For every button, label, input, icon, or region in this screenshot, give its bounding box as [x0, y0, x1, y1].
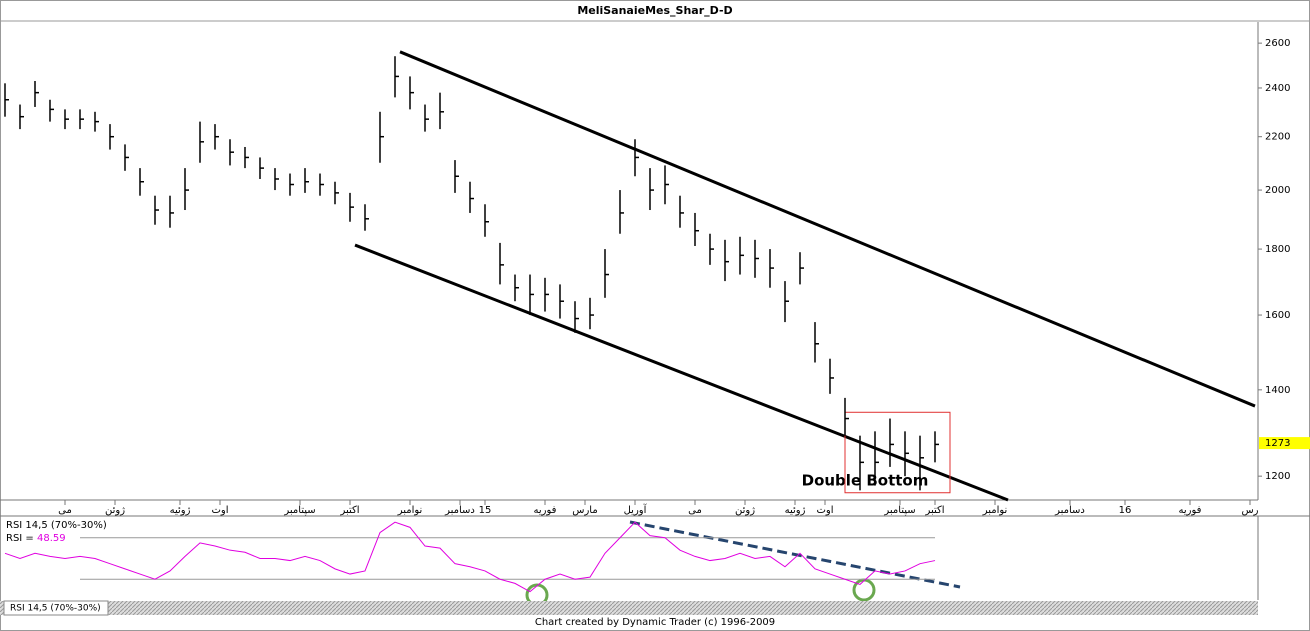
- trendline: [399, 50, 1256, 408]
- scroll-area: [0, 601, 1258, 615]
- x-tick-label: مى: [58, 505, 72, 516]
- last-price-label: 1273: [1265, 438, 1290, 449]
- tab-label[interactable]: RSI 14,5 (70%-30%): [10, 604, 101, 614]
- x-tick-label: مارس: [572, 505, 597, 516]
- chart-title: MeliSanaieMes_Shar_D-D: [577, 4, 732, 17]
- y-tick-label: 2000: [1265, 185, 1290, 196]
- x-tick-label: مى: [688, 505, 702, 516]
- y-tick-label: 2600: [1265, 38, 1290, 49]
- x-tick-label: 15: [479, 505, 492, 516]
- x-tick-label: ژوئيه: [785, 505, 806, 516]
- rsi-current: 48.59: [37, 533, 66, 544]
- x-tick-label: ژوئن: [105, 505, 125, 516]
- annotation: Double Bottom: [802, 472, 929, 490]
- x-tick-label: رس: [1241, 505, 1258, 516]
- x-tick-label: ژوئيه: [170, 505, 191, 516]
- rsi-title: RSI 14,5 (70%-30%): [6, 520, 107, 531]
- x-tick-label: اكتبر: [339, 505, 359, 516]
- trendline: [354, 243, 1009, 502]
- last-price-box: [1259, 437, 1310, 450]
- x-tick-label: ژوئن: [735, 505, 755, 516]
- x-tick-label: سپتامبر: [283, 505, 315, 516]
- x-tick-label: فوريه: [534, 505, 557, 516]
- rsi-trendline: [629, 520, 961, 589]
- x-tick-label: اوت: [816, 505, 833, 516]
- y-tick-label: 1600: [1265, 310, 1290, 321]
- x-tick-label: 16: [1119, 505, 1132, 516]
- x-tick-label: اكتبر: [924, 505, 944, 516]
- y-tick-label: 1400: [1265, 385, 1290, 396]
- x-tick-label: فوريه: [1179, 505, 1202, 516]
- x-tick-label: دسامبر: [1054, 505, 1085, 516]
- x-tick-label: دسامبر: [444, 505, 475, 516]
- x-tick-label: اوت: [211, 505, 228, 516]
- x-tick-label: آوريل: [624, 503, 648, 516]
- highlight-box: [844, 411, 951, 494]
- y-tick-label: 2200: [1265, 132, 1290, 143]
- x-tick-label: نوامبر: [982, 505, 1008, 516]
- y-tick-label: 1200: [1265, 471, 1290, 482]
- y-tick-label: 1800: [1265, 244, 1290, 255]
- divergence-circle: [852, 578, 876, 602]
- x-tick-label: سپتامبر: [883, 505, 915, 516]
- indicator-tab[interactable]: [3, 600, 109, 616]
- y-tick-label: 2400: [1265, 83, 1290, 94]
- footer: Chart created by Dynamic Trader (c) 1996…: [535, 617, 775, 628]
- x-tick-label: نوامبر: [397, 505, 423, 516]
- rsi-line: [4, 521, 936, 593]
- rsi-prefix: RSI =: [6, 533, 34, 544]
